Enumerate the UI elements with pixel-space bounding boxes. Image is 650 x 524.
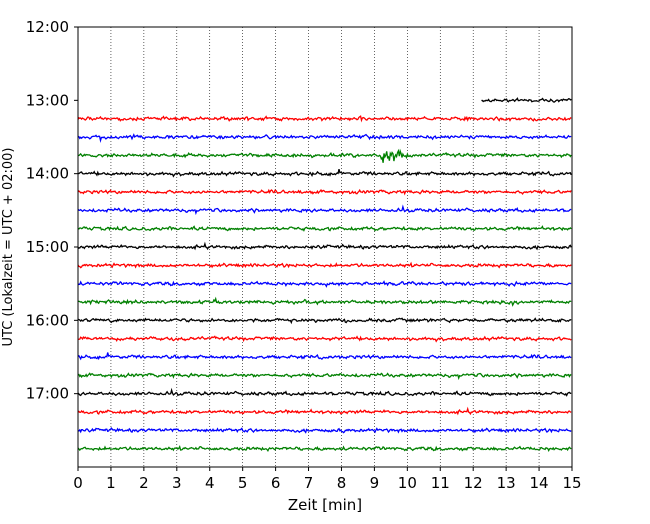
trace-1600: [77, 317, 572, 325]
trace-1730: [77, 426, 572, 434]
trace-1700: [77, 387, 572, 397]
y-tick-label: 12:00: [26, 18, 69, 36]
seismogram-traces: [77, 97, 572, 452]
trace-1345: [78, 148, 572, 163]
x-tick-label: 12: [464, 474, 483, 492]
x-tick-label: 10: [398, 474, 417, 492]
x-tick-label: 0: [73, 474, 83, 492]
trace-1415: [77, 188, 572, 196]
trace-1615: [77, 335, 572, 343]
trace-1500: [77, 241, 572, 251]
y-tick-label: 13:00: [26, 91, 69, 109]
y-axis-label: UTC (Lokalzeit = UTC + 02:00): [1, 148, 16, 347]
x-axis-label: Zeit [min]: [288, 496, 362, 514]
trace-1430: [77, 204, 572, 216]
x-tick-label: 8: [337, 474, 347, 492]
trace-1715: [77, 406, 572, 416]
x-tick-label: 4: [205, 474, 215, 492]
x-tick-label: 9: [370, 474, 380, 492]
x-tick-label: 7: [304, 474, 314, 492]
x-tick-label: 1: [106, 474, 116, 492]
y-tick-label: 17:00: [26, 385, 69, 403]
x-tick-label: 2: [139, 474, 149, 492]
trace-1545: [77, 296, 572, 307]
trace-1315: [77, 115, 572, 123]
trace-1300: [481, 97, 572, 103]
x-tick-label: 15: [562, 474, 581, 492]
y-axis-ticks: 12:00 13:00 14:00 15:00 16:00 17:00: [26, 18, 78, 403]
trace-1400: [77, 169, 572, 178]
trace-1745: [77, 444, 572, 452]
trace-1515: [77, 261, 572, 269]
trace-1330: [77, 133, 572, 144]
x-tick-label: 5: [238, 474, 248, 492]
trace-1630: [77, 352, 572, 361]
trace-1445: [77, 225, 572, 232]
x-tick-label: 3: [172, 474, 182, 492]
y-tick-label: 14:00: [26, 165, 69, 183]
y-tick-label: 16:00: [26, 311, 69, 329]
trace-1645: [77, 372, 572, 381]
x-axis-ticks: 0 1 2 3 4 5 6 7 8 9 10 11 12 13 14 15: [73, 467, 582, 492]
x-tick-label: 6: [271, 474, 281, 492]
y-tick-label: 15:00: [26, 238, 69, 256]
x-tick-label: 14: [530, 474, 549, 492]
x-tick-label: 11: [431, 474, 450, 492]
x-tick-label: 13: [497, 474, 516, 492]
trace-1530: [77, 280, 572, 288]
